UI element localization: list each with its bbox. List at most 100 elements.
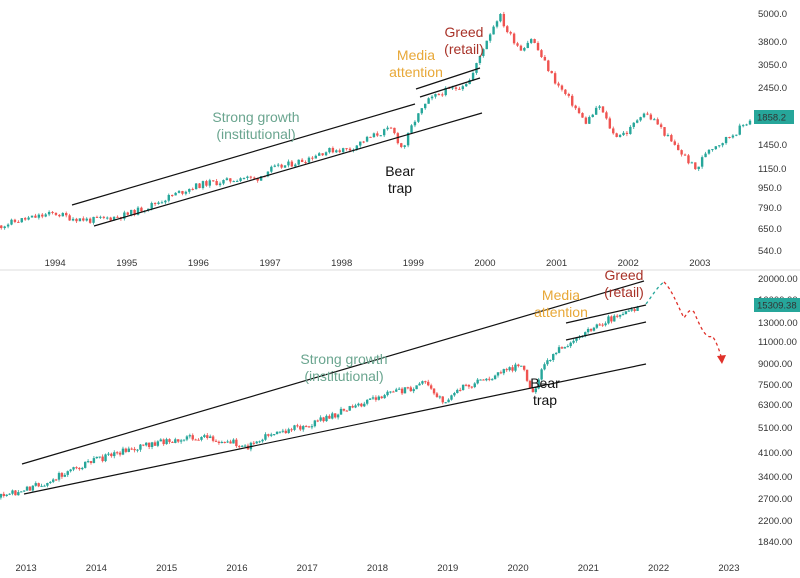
- candle-body: [451, 87, 454, 89]
- y-tick-label: 2200.00: [758, 516, 792, 527]
- annotation-bear-trap: Bear: [530, 375, 560, 391]
- candle-body: [427, 381, 430, 386]
- candle-body: [168, 439, 171, 442]
- candle-body: [499, 372, 503, 374]
- candle-body: [572, 340, 575, 343]
- x-tick-label: 1996: [188, 258, 209, 269]
- candle-body: [516, 43, 519, 46]
- candle-body: [409, 387, 412, 392]
- candle-body: [604, 323, 607, 326]
- candle-body: [690, 162, 694, 164]
- candle-body: [492, 26, 495, 35]
- annotation-greed: Greed: [605, 267, 644, 283]
- candle-body: [126, 212, 129, 215]
- candle-body: [490, 379, 494, 381]
- candle-body: [581, 113, 584, 118]
- candle-body: [242, 177, 246, 179]
- annotation-greed: (retail): [444, 41, 484, 57]
- candle-body: [741, 125, 745, 127]
- candle-body: [543, 56, 547, 61]
- candle-body: [447, 399, 450, 403]
- candle-body: [478, 55, 482, 64]
- candle-body: [266, 171, 270, 177]
- candle-body: [107, 453, 110, 455]
- candle-body: [197, 439, 200, 441]
- annotation-media-attention: Media: [542, 287, 580, 303]
- candle-body: [83, 461, 87, 468]
- y-tick-label: 5100.00: [758, 423, 792, 434]
- candle-body: [421, 381, 424, 384]
- candle-body: [533, 39, 536, 43]
- candle-body: [714, 146, 718, 150]
- x-tick-label: 2003: [689, 258, 710, 269]
- candle-body: [560, 347, 564, 349]
- candle-body: [745, 124, 748, 126]
- y-tick-label: 790.0: [758, 203, 782, 214]
- candle-body: [281, 430, 285, 432]
- candle-body: [171, 194, 174, 196]
- candle-body: [133, 448, 136, 451]
- candle-body: [102, 216, 106, 218]
- candle-body: [318, 153, 321, 156]
- candle-body: [615, 315, 619, 317]
- candle-body: [261, 439, 264, 442]
- candle-body: [735, 134, 738, 136]
- candle-body: [444, 87, 447, 96]
- last-price-tag: [754, 298, 800, 312]
- candle-body: [509, 32, 512, 34]
- candle-body: [563, 347, 567, 349]
- candle-body: [28, 486, 32, 491]
- candle-body: [11, 490, 14, 494]
- candle-body: [328, 415, 331, 419]
- candle-body: [25, 486, 29, 491]
- x-tick-label: 1999: [403, 258, 424, 269]
- x-tick-label: 1994: [45, 258, 66, 269]
- candle-body: [523, 48, 526, 51]
- candle-body: [225, 178, 229, 181]
- candle-body: [683, 154, 687, 156]
- candle-body: [182, 439, 186, 441]
- candle-body: [677, 144, 680, 151]
- candle-body: [550, 70, 553, 74]
- x-tick-label: 2020: [507, 563, 528, 574]
- candle-body: [71, 218, 75, 221]
- candle-body: [646, 113, 649, 115]
- candle-body: [396, 133, 400, 144]
- y-tick-label: 2450.0: [758, 83, 787, 94]
- candle-body: [339, 408, 343, 415]
- annotation-strong-growth: Strong growth: [212, 109, 299, 125]
- candle-body: [547, 60, 550, 71]
- candle-body: [379, 135, 382, 137]
- candle-body: [232, 439, 235, 444]
- candle-body: [430, 96, 434, 99]
- candle-body: [290, 161, 294, 167]
- candle-body: [403, 387, 407, 394]
- candle-body: [476, 379, 479, 384]
- candle-body: [663, 127, 666, 136]
- candle-body: [6, 224, 10, 227]
- candle-body: [23, 218, 27, 220]
- candle-body: [150, 203, 153, 209]
- candle-body: [290, 429, 293, 431]
- candle-body: [707, 149, 711, 154]
- candle-body: [552, 354, 555, 360]
- candle-body: [328, 147, 331, 153]
- y-tick-label: 7500.00: [758, 380, 792, 391]
- forecast-up-line: [645, 281, 665, 305]
- annotation-strong-growth: Strong growth: [300, 351, 387, 367]
- candle-body: [376, 133, 379, 136]
- candle-body: [314, 155, 317, 159]
- candle-body: [37, 214, 41, 218]
- candle-body: [89, 461, 93, 463]
- candle-body: [81, 467, 84, 470]
- candle-body: [267, 434, 270, 436]
- x-tick-label: 2014: [86, 563, 107, 574]
- candle-body: [642, 113, 646, 118]
- candle-body: [13, 219, 17, 222]
- candle-body: [636, 306, 639, 311]
- x-tick-label: 2002: [618, 258, 639, 269]
- candle-body: [177, 439, 180, 442]
- candle-body: [485, 40, 488, 50]
- last-price-tag: [754, 110, 794, 124]
- candle-body: [441, 396, 444, 403]
